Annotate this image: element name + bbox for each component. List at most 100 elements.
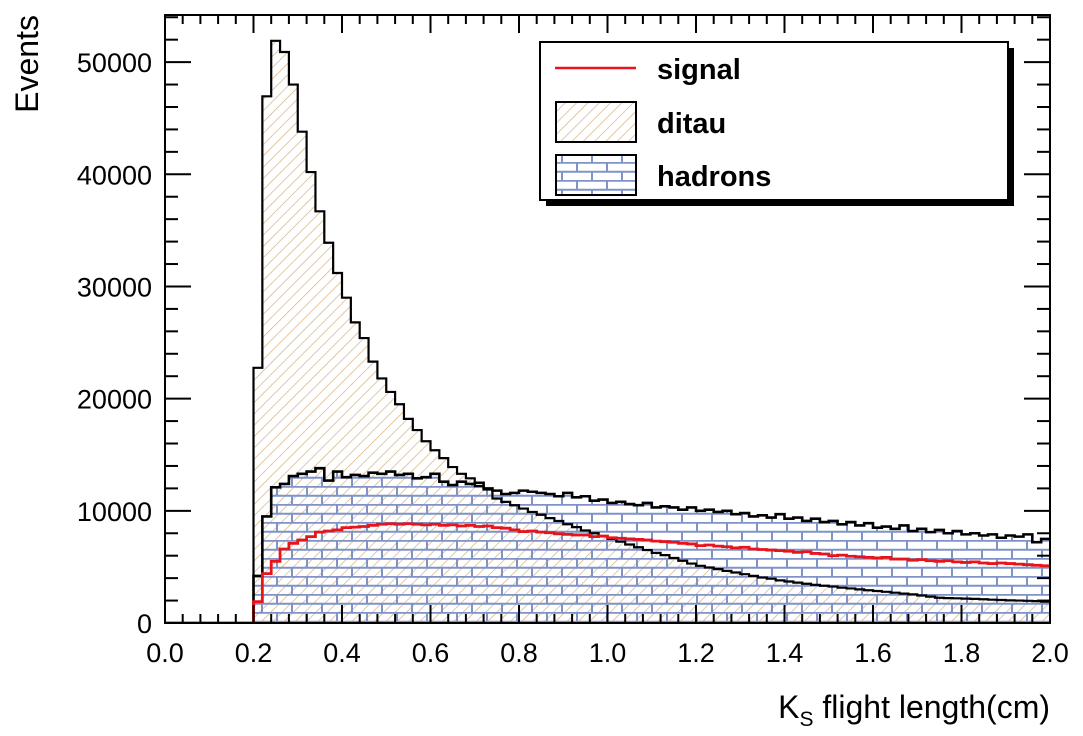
x-tick-label: 1.4 [766,638,804,668]
hadrons-bin [996,537,1007,623]
ditau-bin [297,131,307,623]
hadrons-bin [430,473,440,623]
hadrons-bin [766,517,776,623]
hadrons-bin [934,529,945,623]
x-tick-label: 2.0 [1031,638,1069,668]
hadrons-bin [1014,536,1024,623]
x-tick-label: 1.0 [589,638,627,668]
hadrons-bin [616,501,626,623]
y-tick-label: 20000 [77,385,152,415]
hadrons-bin [421,477,431,623]
hadrons-bin [979,535,989,623]
hadrons-bin [324,480,334,623]
hadrons-bin [899,525,909,623]
hadrons-bin [536,492,546,623]
hadrons-bin [943,533,953,623]
legend-hadrons-label: hadrons [657,161,771,193]
hadrons-bin [793,517,803,623]
hadrons-bin [696,510,706,623]
ditau-bin [271,40,281,623]
hadrons-histogram-line [165,466,1050,623]
hadrons-bin [731,514,741,623]
hadrons-bin [510,492,520,623]
hadrons-bin [1041,538,1050,623]
hadrons-bin [589,500,599,623]
hadrons-bin [864,523,874,623]
hadrons-bin [811,518,821,623]
hadrons-bin [881,526,891,623]
hadrons-bin [1023,534,1033,623]
hadrons-bin [501,493,511,623]
hadrons-bin [457,481,467,623]
hadrons-bin [988,534,998,623]
hadrons-bin [368,472,378,623]
hadrons-bin [377,473,387,623]
hadrons-bin [527,491,537,623]
hadrons-bin [395,474,405,623]
hadrons-bin [890,528,900,623]
y-tick-labels: 0 10000 20000 30000 40000 50000 [77,48,152,639]
hadrons-bin [1032,542,1042,623]
hadrons-bin [483,488,493,623]
x-tick-label: 0.0 [146,638,184,668]
y-tick-label: 50000 [77,48,152,78]
hadrons-bin [917,528,927,623]
hadrons-bin [713,511,723,623]
hadrons-bin [439,481,449,623]
y-tick-label: 10000 [77,497,152,527]
hadrons-bin [297,473,307,623]
y-tick-label: 40000 [77,160,152,190]
hadrons-bin [253,575,263,623]
hadrons-bin [342,477,352,623]
hadrons-bin [819,522,830,623]
y-tick-label: 30000 [77,272,152,302]
x-tick-label: 1.2 [677,638,715,668]
hadrons-bin [704,509,714,623]
hadrons-bin [572,497,582,623]
hadrons-bin [403,473,414,623]
hadrons-bin [563,492,573,623]
hadrons-bin [678,509,688,623]
hadrons-bin [359,476,369,623]
hadrons-bin [625,504,635,623]
y-tick-label: 0 [137,609,152,639]
legend-ditau-label: ditau [657,108,726,140]
hadrons-bin [519,490,529,623]
hadrons-bin [837,524,847,623]
ditau-bin [342,297,352,623]
legend: signal ditau hadrons [539,41,1014,206]
hadrons-bin [333,471,343,623]
hadrons-bin [412,478,422,623]
ditau-bin [280,52,290,623]
hadrons-bin [448,485,458,623]
x-axis-title-main: K [778,689,799,725]
hadrons-bin [598,499,608,623]
y-axis-title: Events [9,15,45,113]
ditau-bin [350,322,360,623]
x-tick-label: 0.4 [323,638,361,668]
hadrons-bin [660,506,670,623]
hadrons-bin [952,531,962,623]
hadrons-bin [722,510,732,623]
axis-ticks [164,15,1051,624]
hadrons-bin [846,522,856,623]
hadrons-bin [926,532,936,623]
histogram-outlines [165,39,1050,623]
x-axis-title-rest: flight length(cm) [813,689,1050,725]
hadrons-bin [749,516,759,623]
hadrons-bin [350,474,360,623]
x-axis-title: KS flight length(cm) [778,689,1050,731]
hadrons-bin [580,496,591,623]
hadrons-bin [1005,535,1015,623]
ditau-bin [262,96,272,623]
hadrons-bin [669,507,679,623]
hadrons-bin [687,507,697,623]
x-axis-title-subscript: S [799,708,813,731]
hadrons-bin [465,483,476,623]
hadrons-bin [554,496,564,623]
x-tick-label: 1.6 [854,638,892,668]
hadrons-bin [855,525,865,623]
hadrons-bin [306,471,316,623]
x-tick-label: 0.2 [235,638,273,668]
